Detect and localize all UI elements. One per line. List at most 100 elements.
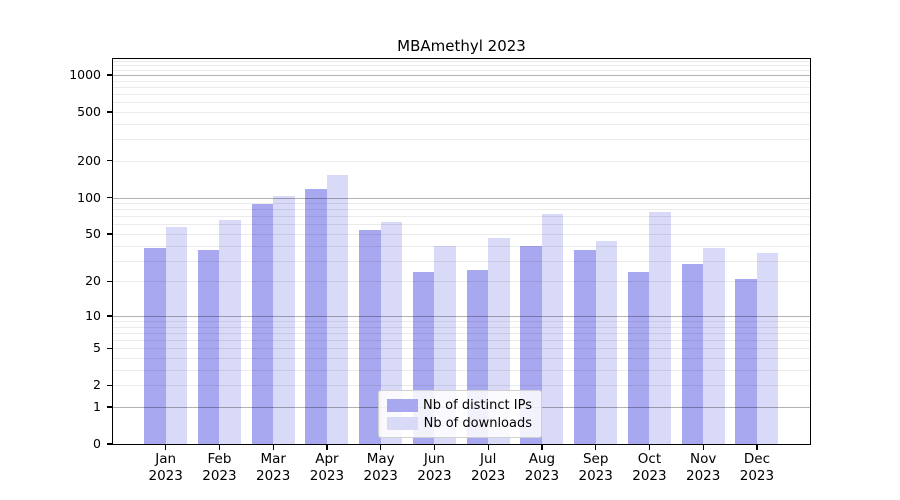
bar-ips-sep — [574, 249, 596, 444]
bar-ips-dec — [735, 278, 757, 444]
x-label-oct: Oct 2023 — [617, 451, 681, 484]
x-tick-aug — [541, 444, 543, 450]
y-tick-label-0: 0 — [93, 436, 101, 451]
x-label-year: 2023 — [309, 467, 345, 484]
plot-area: Nb of distinct IPs Nb of downloads — [112, 58, 811, 445]
x-label-year: 2023 — [471, 467, 506, 484]
bar-ips-nov — [681, 264, 704, 444]
y-tick-label-1000: 1000 — [69, 67, 101, 82]
x-label-may: May 2023 — [349, 451, 413, 484]
x-label-year: 2023 — [739, 467, 775, 484]
y-tick-500 — [107, 111, 113, 113]
bar-ips-jan — [144, 248, 166, 444]
gridline-1000 — [113, 75, 810, 76]
x-label-year: 2023 — [202, 467, 237, 484]
x-label-year: 2023 — [578, 467, 613, 484]
gridline-70 — [113, 216, 810, 218]
gridline-700 — [113, 94, 810, 95]
y-tick-0 — [107, 443, 113, 445]
legend-item-downloads: Nb of downloads — [387, 414, 535, 432]
legend-swatch-distinct-ips-icon — [387, 398, 418, 412]
x-tick-mar — [272, 444, 274, 450]
x-label-year: 2023 — [256, 467, 291, 484]
x-label-month: Jun — [423, 451, 445, 467]
gridline-1200 — [113, 65, 810, 67]
y-tick-label-10: 10 — [85, 307, 101, 323]
bar-downloads-aug — [541, 214, 564, 444]
x-label-month: May — [366, 451, 395, 467]
x-label-jun: Jun 2023 — [402, 451, 466, 484]
x-label-apr: Apr 2023 — [295, 451, 359, 484]
x-tick-jul — [487, 444, 489, 450]
bar-downloads-oct — [649, 212, 671, 444]
gridline-400 — [113, 123, 810, 125]
bar-downloads-feb — [219, 220, 241, 444]
gridline-200 — [113, 160, 810, 162]
bar-ips-feb — [197, 249, 220, 444]
bar-downloads-mar — [273, 195, 295, 444]
gridline-800 — [113, 86, 810, 88]
y-tick-label-100: 100 — [77, 189, 101, 205]
gridline-1100 — [113, 69, 810, 71]
x-label-jul: Jul 2023 — [456, 451, 520, 484]
y-tick-label-50: 50 — [85, 226, 101, 241]
x-label-dec: Dec 2023 — [725, 451, 789, 484]
legend-label-distinct-ips: Nb of distinct IPs — [423, 397, 532, 413]
y-tick-5 — [107, 347, 113, 349]
x-label-year: 2023 — [524, 467, 560, 484]
y-tick-label-2: 2 — [93, 377, 101, 393]
x-tick-nov — [702, 444, 704, 450]
x-label-month: Sep — [582, 451, 609, 467]
x-label-feb: Feb 2023 — [187, 451, 251, 484]
bar-ips-oct — [627, 272, 650, 444]
x-label-year: 2023 — [148, 467, 183, 484]
y-tick-1 — [107, 406, 113, 408]
bar-downloads-may — [380, 221, 403, 444]
x-label-aug: Aug 2023 — [510, 451, 574, 484]
x-tick-jun — [433, 444, 436, 450]
gridline-40 — [113, 245, 810, 247]
gridline-100 — [113, 197, 810, 199]
x-tick-apr — [326, 444, 328, 450]
x-tick-jan — [165, 444, 167, 450]
bar-downloads-apr — [326, 174, 349, 444]
bar-downloads-jan — [165, 227, 188, 444]
gridline-300 — [113, 139, 810, 141]
x-label-month: Feb — [207, 451, 232, 467]
y-tick-1000 — [107, 74, 113, 76]
y-tick-200 — [107, 160, 113, 162]
gridline-80 — [113, 209, 810, 211]
x-label-month: Aug — [528, 451, 556, 467]
legend-swatch-downloads-icon — [387, 416, 418, 430]
x-label-month: Jul — [480, 451, 497, 467]
gridline-90 — [113, 203, 810, 205]
x-label-year: 2023 — [632, 467, 667, 484]
x-label-sep: Sep 2023 — [564, 451, 628, 484]
x-label-month: Apr — [315, 451, 339, 467]
gridline-900 — [113, 80, 810, 82]
y-tick-label-500: 500 — [77, 103, 101, 119]
gridline-60 — [113, 224, 810, 226]
x-label-year: 2023 — [686, 467, 721, 484]
y-tick-20 — [107, 280, 113, 283]
gridline-50 — [113, 234, 810, 235]
x-label-month: Mar — [260, 451, 286, 467]
y-tick-50 — [107, 233, 113, 235]
chart-title: MBAmethyl 2023 — [397, 37, 526, 55]
y-tick-label-5: 5 — [93, 340, 101, 356]
y-tick-label-200: 200 — [77, 152, 101, 168]
legend: Nb of distinct IPs Nb of downloads — [378, 390, 542, 438]
x-label-month: Dec — [743, 451, 770, 467]
x-tick-dec — [756, 444, 758, 450]
x-label-month: Oct — [637, 451, 662, 467]
bar-ips-may — [359, 229, 381, 444]
x-label-month: Nov — [690, 451, 717, 467]
y-tick-2 — [107, 384, 113, 386]
y-tick-label-20: 20 — [85, 273, 101, 289]
x-label-month: Jan — [155, 451, 177, 467]
x-tick-may — [380, 444, 382, 450]
gridline-500 — [113, 112, 810, 113]
x-tick-oct — [648, 444, 651, 450]
y-tick-100 — [107, 196, 113, 199]
